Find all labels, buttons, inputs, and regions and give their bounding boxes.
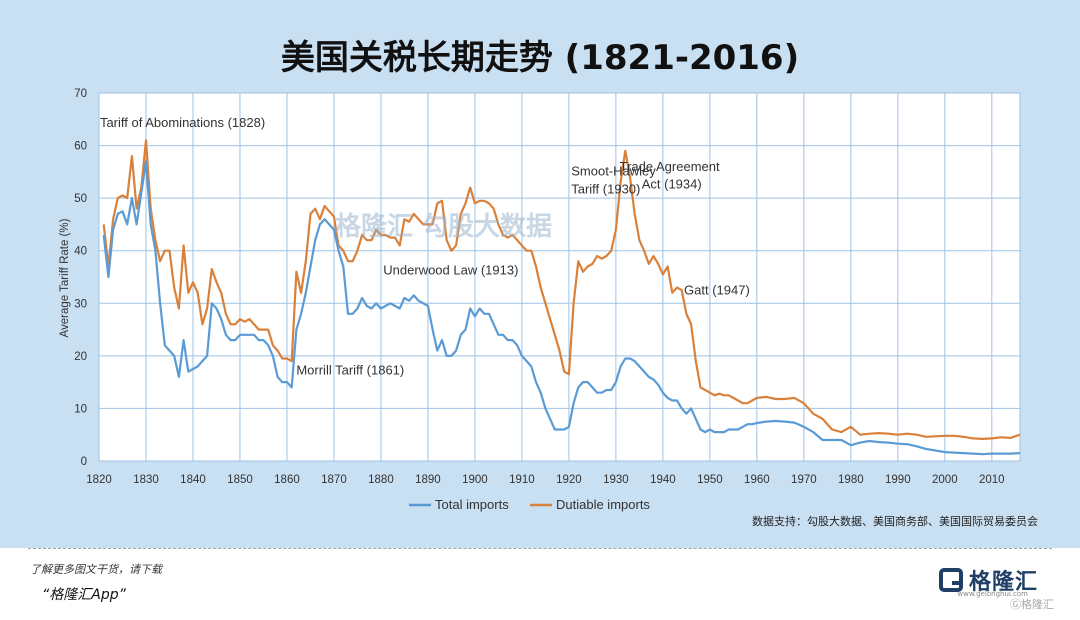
x-tick-label: 1950 [697, 474, 723, 486]
annotation-label: Trade Agreement [620, 159, 720, 174]
x-tick-label: 2010 [979, 474, 1005, 486]
y-tick-label: 10 [74, 403, 87, 415]
x-tick-label: 1890 [415, 474, 441, 486]
y-tick-label: 50 [74, 193, 87, 205]
x-tick-label: 1880 [368, 474, 394, 486]
watermark-text: 格隆汇 勾股大数据 [335, 212, 553, 242]
plot-area-background [99, 93, 1020, 461]
plot-border [98, 92, 1021, 462]
series-line-total-imports [102, 160, 1021, 456]
footer [0, 548, 1080, 620]
legend-label: Dutiable imports [556, 497, 650, 512]
annotation-label: Morrill Tariff (1861) [296, 362, 404, 377]
brand-logo-group: 格隆汇 [938, 564, 1038, 596]
x-tick-label: 1970 [791, 474, 817, 486]
corner-watermark: Ⓖ格隆汇 [1010, 598, 1054, 611]
y-tick-label: 30 [74, 298, 87, 310]
series-lines [102, 139, 1021, 456]
x-tick-label: 1990 [885, 474, 911, 486]
x-tick-label: 1910 [509, 474, 535, 486]
annotations: Tariff of Abominations (1828) Morrill Tar… [100, 115, 750, 377]
annotation-label: Smoot-Hawley [571, 164, 656, 179]
promo-text: 了解更多图文干货，请下载 [30, 563, 162, 576]
y-tick-label: 0 [81, 456, 87, 468]
chart-title: 美国关税长期走势 (1821-2016) [280, 38, 800, 78]
x-tick-label: 1830 [133, 474, 159, 486]
x-tick-label: 1850 [227, 474, 253, 486]
y-tick-label: 60 [74, 141, 87, 153]
x-tick-label: 1940 [650, 474, 676, 486]
line-chart: 1820 1830 1840 1850 1860 1870 1880 1890 1900 1910… [59, 88, 1021, 512]
annotation-label: Underwood Law (1913) [383, 262, 518, 277]
x-tick-labels: 1820 1830 1840 1850 1860 1870 1880 1890 1900 1910… [86, 474, 1004, 486]
legend: Total imports Dutiable imports [409, 497, 650, 512]
x-tick-label: 1900 [462, 474, 488, 486]
annotation-label: Tariff (1930) [571, 181, 640, 196]
promo-app-name: “格隆汇App” [42, 587, 126, 603]
x-tick-label: 1840 [180, 474, 206, 486]
series-line-dutiable-imports [102, 139, 1021, 440]
brand-g-icon [938, 568, 963, 592]
x-tick-label: 2000 [932, 474, 958, 486]
y-axis-label: Average Tariff Rate (%) [59, 218, 71, 337]
brand-name: 格隆汇 [968, 570, 1038, 595]
x-tick-label: 1930 [603, 474, 629, 486]
brand-url: www.gelonghui.com [957, 590, 1028, 598]
x-tick-label: 1860 [274, 474, 300, 486]
annotation-label: Tariff of Abominations (1828) [100, 115, 265, 130]
y-tick-label: 20 [74, 351, 87, 363]
x-tick-label: 1920 [556, 474, 582, 486]
x-tick-label: 1820 [86, 474, 112, 486]
annotation-label: Gatt (1947) [684, 282, 750, 297]
annotation-label: Act (1934) [642, 177, 702, 192]
grid-lines [98, 92, 1021, 462]
source-note: 数据支持：勾股大数据、美国商务部、美国国际贸易委员会 [752, 515, 1038, 528]
y-tick-labels: 0 10 20 30 40 50 60 70 [74, 88, 87, 468]
footer-divider [28, 548, 1052, 549]
x-tick-label: 1980 [838, 474, 864, 486]
legend-label: Total imports [435, 497, 509, 512]
x-tick-label: 1870 [321, 474, 347, 486]
y-tick-label: 40 [74, 246, 87, 258]
x-tick-label: 1960 [744, 474, 770, 486]
y-tick-label: 70 [74, 88, 87, 100]
